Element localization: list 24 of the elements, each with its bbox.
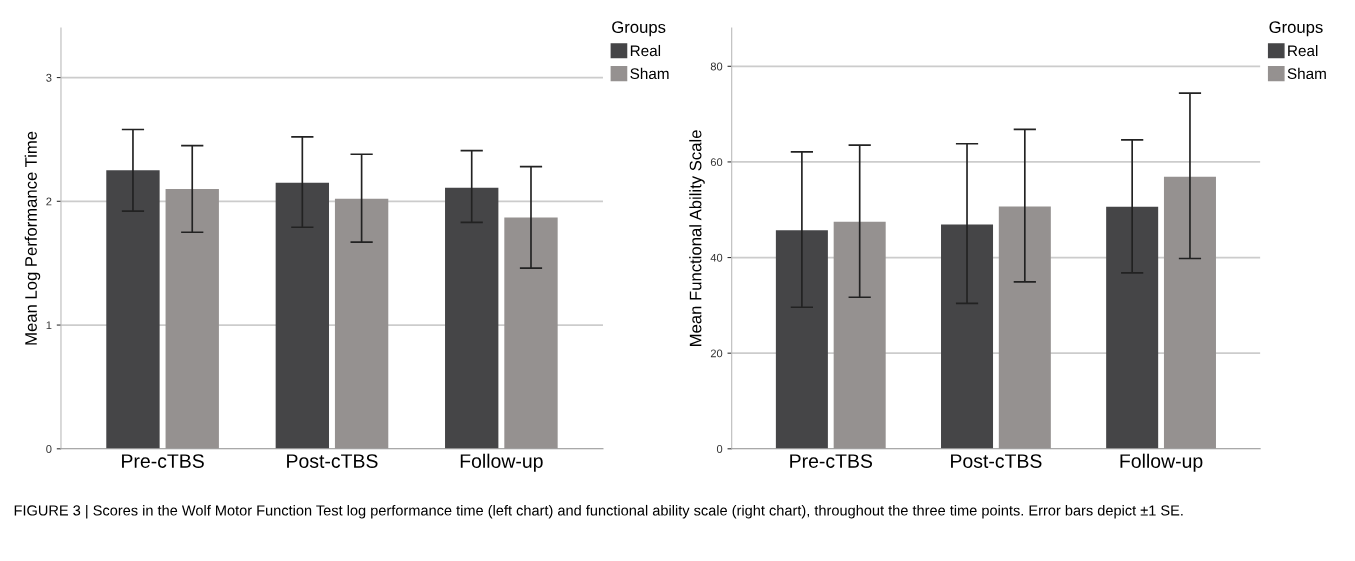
legend-label: Real [1288, 44, 1318, 57]
x-tick-label: Follow-up [1120, 453, 1203, 472]
x-tick-label: Post-cTBS [951, 454, 1042, 468]
y-tick-label: 1 [46, 321, 52, 330]
legend-label: Real [630, 44, 661, 57]
y-tick-label: 0 [716, 445, 723, 453]
legend-title: Groups [1269, 21, 1323, 37]
legend-title: Groups [612, 21, 666, 37]
y-tick-label: 80 [710, 62, 723, 71]
x-tick-label: Pre-cTBS [790, 454, 873, 468]
y-tick-label: 3 [46, 73, 52, 82]
y-tick-label: 20 [710, 349, 723, 358]
x-tick-label: Pre-cTBS [122, 454, 204, 468]
y-tick-label: 2 [46, 197, 52, 206]
legend-label: Sham [1287, 67, 1326, 80]
caption: FIGURE 3 | Scores in the Wolf Motor Function Test log performance time (left chart) and functional ability scale (right chart), throughout the three time points. Error bars depict ±1 SE. [14, 504, 1183, 519]
y-tick-label: 60 [710, 158, 723, 167]
x-tick-label: Follow-up [460, 453, 543, 472]
y-axis-title: Mean Log Performance Time [24, 131, 41, 345]
x-tick-label: Post-cTBS [287, 454, 378, 468]
y-axis-title: Mean Functional Ability Scale [689, 130, 705, 346]
legend-label: Sham [630, 67, 669, 80]
y-tick-label: 0 [46, 445, 52, 453]
y-tick-label: 40 [710, 253, 723, 262]
